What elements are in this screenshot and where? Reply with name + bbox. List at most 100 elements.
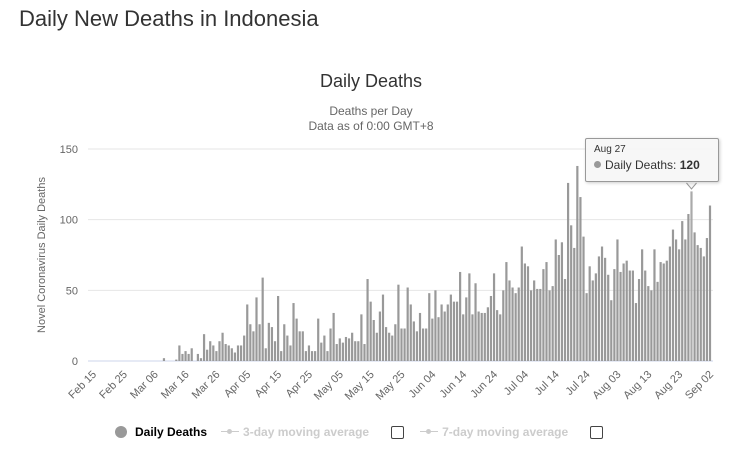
bar[interactable] (554, 239, 557, 361)
bar[interactable] (437, 317, 440, 361)
bar[interactable] (468, 273, 471, 361)
bar[interactable] (563, 279, 567, 361)
bar[interactable] (347, 338, 351, 361)
bar[interactable] (674, 239, 678, 361)
bar[interactable] (446, 304, 449, 361)
bar[interactable] (483, 312, 486, 361)
bar[interactable] (320, 342, 323, 361)
bar[interactable] (335, 344, 338, 361)
bar[interactable] (539, 288, 542, 361)
bar[interactable] (696, 245, 699, 361)
bar[interactable] (196, 353, 199, 361)
bar[interactable] (452, 301, 456, 361)
bar[interactable] (523, 263, 526, 361)
bar[interactable] (684, 239, 687, 361)
bar[interactable] (295, 318, 298, 361)
bar[interactable] (233, 352, 237, 361)
bar[interactable] (570, 225, 573, 361)
bar[interactable] (329, 328, 332, 361)
bar[interactable] (489, 295, 493, 361)
bar[interactable] (702, 256, 705, 361)
bar[interactable] (267, 322, 270, 361)
bar[interactable] (644, 270, 647, 361)
bar[interactable] (637, 279, 641, 361)
bar[interactable] (360, 314, 363, 361)
bar[interactable] (199, 358, 203, 361)
bar[interactable] (548, 290, 551, 361)
bar[interactable] (249, 324, 252, 361)
bar[interactable] (190, 348, 193, 361)
bar[interactable] (239, 345, 243, 361)
bar[interactable] (388, 332, 391, 361)
bar[interactable] (289, 345, 292, 361)
bar[interactable] (277, 295, 280, 361)
bar[interactable] (576, 165, 579, 361)
bar[interactable] (449, 294, 452, 361)
bar[interactable] (687, 214, 690, 361)
bar[interactable] (628, 270, 631, 361)
bar[interactable] (236, 345, 240, 361)
bar[interactable] (298, 331, 301, 361)
bar[interactable] (647, 286, 650, 361)
bar[interactable] (705, 238, 709, 361)
bar[interactable] (496, 310, 499, 361)
bar[interactable] (542, 269, 545, 361)
bar[interactable] (604, 257, 607, 361)
bar[interactable] (650, 290, 653, 361)
bar[interactable] (391, 335, 394, 361)
bar[interactable] (181, 353, 184, 361)
bar[interactable] (625, 260, 628, 361)
bar[interactable] (184, 351, 187, 361)
bar[interactable] (665, 260, 668, 361)
bar[interactable] (536, 288, 539, 361)
bar[interactable] (212, 345, 215, 361)
7-day-average-checkbox[interactable] (590, 425, 604, 439)
bar[interactable] (202, 334, 206, 361)
bar[interactable] (681, 221, 684, 361)
bar[interactable] (566, 182, 570, 361)
bar[interactable] (560, 242, 564, 361)
legend-daily-deaths[interactable]: Daily Deaths (115, 425, 207, 439)
bar[interactable] (273, 341, 277, 361)
bar[interactable] (659, 262, 662, 361)
bar[interactable] (668, 246, 671, 361)
bar[interactable] (708, 205, 712, 361)
3-day-average-checkbox[interactable] (391, 425, 405, 439)
bar[interactable] (443, 311, 446, 361)
bar[interactable] (415, 331, 419, 361)
bar[interactable] (607, 274, 610, 361)
bar[interactable] (529, 290, 533, 361)
bar[interactable] (579, 197, 582, 361)
bar[interactable] (338, 338, 341, 361)
bar[interactable] (662, 263, 665, 361)
bar[interactable] (471, 314, 474, 361)
bar[interactable] (283, 324, 286, 361)
bar[interactable] (440, 304, 443, 361)
bar[interactable] (418, 312, 422, 361)
bar[interactable] (492, 273, 496, 361)
bar[interactable] (264, 348, 267, 361)
bar[interactable] (372, 320, 375, 361)
bar[interactable] (613, 269, 616, 361)
bar[interactable] (323, 335, 326, 361)
bar[interactable] (397, 284, 400, 361)
bar[interactable] (434, 290, 437, 361)
bar[interactable] (292, 303, 295, 361)
bar[interactable] (175, 359, 178, 361)
bar[interactable] (218, 341, 221, 361)
bar[interactable] (551, 286, 554, 361)
bar[interactable] (486, 307, 489, 361)
bar[interactable] (317, 318, 320, 361)
bar[interactable] (653, 249, 656, 361)
bar[interactable] (511, 287, 514, 361)
bar[interactable] (310, 351, 314, 361)
bar[interactable] (366, 279, 369, 361)
legend-3-day-average[interactable]: 3-day moving average (221, 425, 369, 439)
bar[interactable] (409, 304, 412, 361)
bar[interactable] (634, 303, 638, 361)
bar[interactable] (631, 270, 634, 361)
bar[interactable] (381, 294, 385, 361)
bar[interactable] (610, 300, 613, 361)
bar[interactable] (230, 348, 233, 361)
legend-7-day-average[interactable]: 7-day moving average (420, 425, 568, 439)
